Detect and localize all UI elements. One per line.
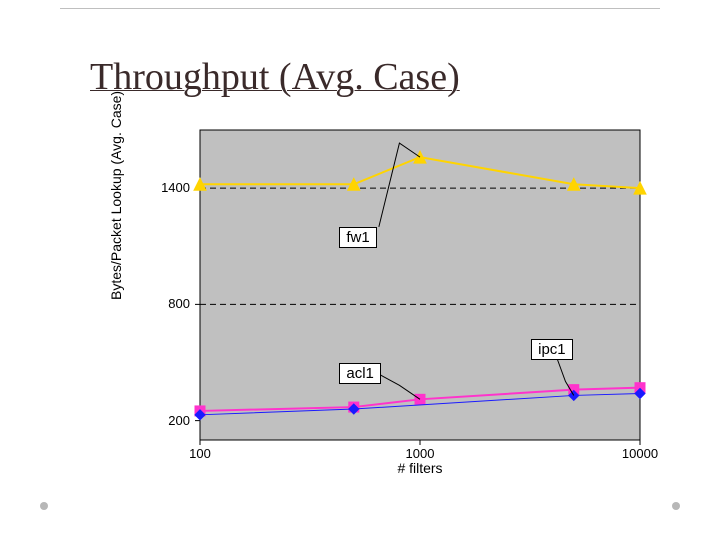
y-tick-label: 800: [168, 296, 190, 311]
x-axis-label: # filters: [200, 460, 640, 476]
x-tick-label: 100: [189, 446, 211, 461]
slide-title: Throughput (Avg. Case): [90, 55, 460, 99]
callout-fw1: fw1: [339, 227, 376, 248]
y-tick-label: 1400: [161, 180, 190, 195]
x-tick-label: 10000: [622, 446, 658, 461]
callout-acl1: acl1: [339, 363, 381, 384]
callout-ipc1: ipc1: [531, 339, 573, 360]
decorative-dot-icon: [40, 502, 48, 510]
decorative-dot-icon: [672, 502, 680, 510]
y-tick-label: 200: [168, 413, 190, 428]
x-tick-label: 1000: [406, 446, 435, 461]
throughput-chart: Bytes/Packet Lookup (Avg. Case) # filter…: [120, 120, 650, 480]
y-axis-label: Bytes/Packet Lookup (Avg. Case): [108, 91, 124, 300]
top-divider: [60, 8, 660, 9]
chart-svg: [120, 120, 650, 480]
slide: { "title": "Throughput (Avg. Case)", "ch…: [0, 0, 720, 540]
